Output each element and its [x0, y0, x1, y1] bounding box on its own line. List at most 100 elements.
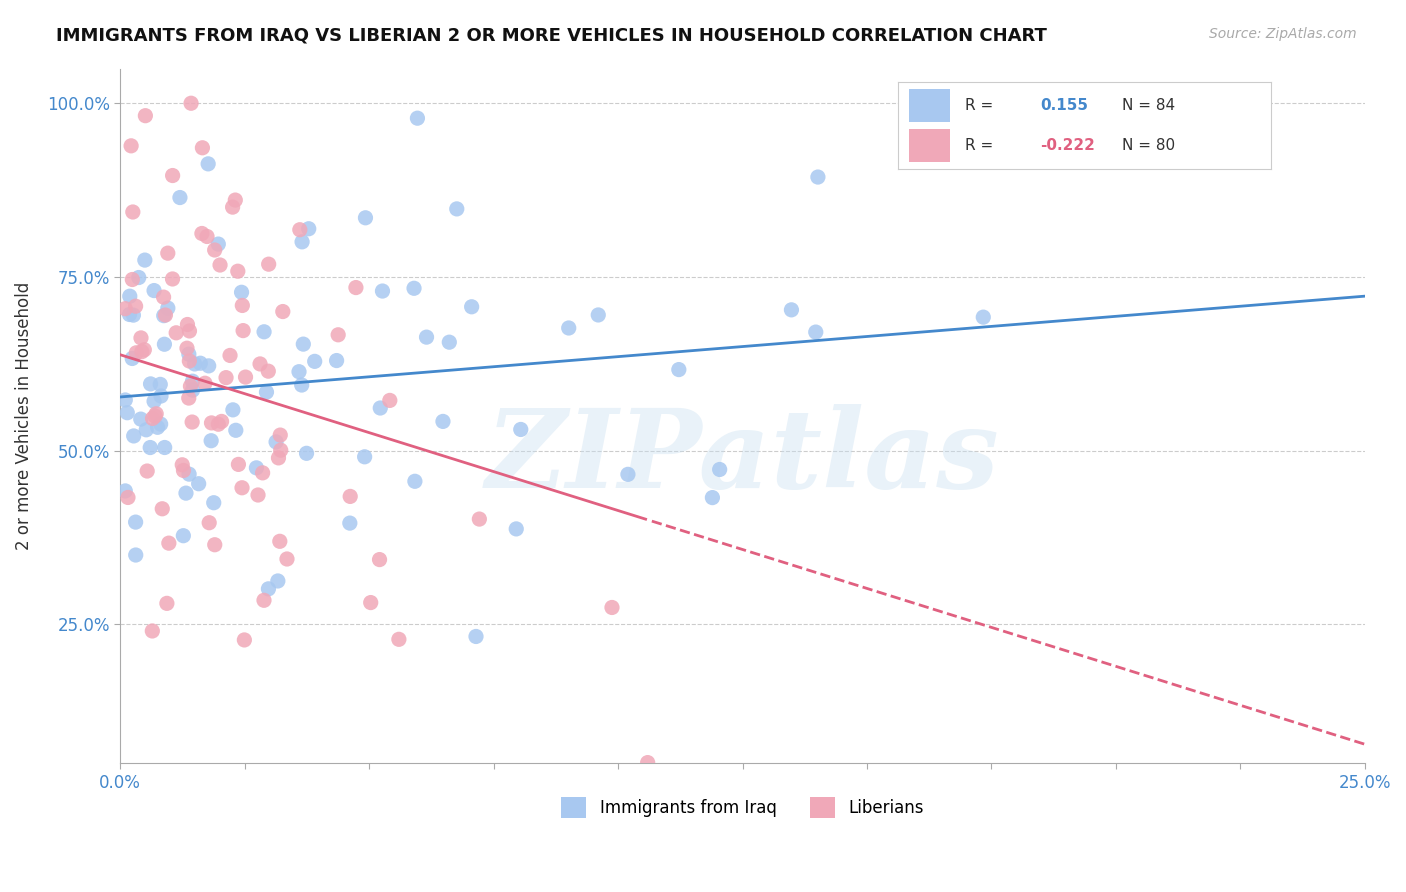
- Text: Source: ZipAtlas.com: Source: ZipAtlas.com: [1209, 27, 1357, 41]
- Point: [180, 96, 202, 111]
- Point: [121, 272, 143, 286]
- Point: [143, 409, 166, 423]
- Point: [245, 460, 267, 475]
- Point: [378, 393, 401, 408]
- Point: [191, 227, 214, 241]
- Point: [972, 310, 994, 325]
- Point: [668, 362, 690, 376]
- Point: [247, 488, 270, 502]
- Point: [702, 491, 724, 505]
- Point: [446, 202, 468, 216]
- Point: [122, 429, 145, 443]
- Point: [292, 337, 315, 351]
- Point: [215, 370, 238, 384]
- Point: [204, 243, 226, 257]
- Point: [155, 308, 177, 322]
- Point: [156, 596, 179, 610]
- Point: [128, 270, 150, 285]
- Point: [460, 300, 482, 314]
- Point: [339, 516, 361, 530]
- Point: [269, 534, 291, 549]
- Point: [141, 411, 163, 425]
- Point: [209, 258, 232, 272]
- Point: [288, 223, 311, 237]
- Point: [117, 491, 139, 505]
- Point: [187, 476, 209, 491]
- Point: [125, 345, 148, 359]
- Point: [176, 318, 198, 332]
- Point: [117, 406, 139, 420]
- Point: [188, 356, 211, 370]
- Point: [150, 501, 173, 516]
- Point: [197, 157, 219, 171]
- Point: [253, 593, 276, 607]
- Point: [139, 441, 162, 455]
- Point: [195, 229, 218, 244]
- Point: [177, 347, 200, 361]
- Point: [354, 211, 377, 225]
- Point: [152, 309, 174, 323]
- Point: [136, 464, 159, 478]
- Point: [388, 632, 411, 647]
- Point: [368, 552, 391, 566]
- Point: [267, 450, 290, 465]
- Point: [183, 357, 205, 371]
- Point: [114, 301, 136, 316]
- Point: [257, 364, 280, 378]
- Y-axis label: 2 or more Vehicles in Household: 2 or more Vehicles in Household: [15, 282, 32, 550]
- Point: [150, 389, 173, 403]
- Point: [371, 284, 394, 298]
- Point: [249, 357, 271, 371]
- Point: [134, 343, 156, 357]
- Point: [325, 353, 347, 368]
- Point: [153, 337, 176, 351]
- Text: IMMIGRANTS FROM IRAQ VS LIBERIAN 2 OR MORE VEHICLES IN HOUSEHOLD CORRELATION CHA: IMMIGRANTS FROM IRAQ VS LIBERIAN 2 OR MO…: [56, 27, 1047, 45]
- Point: [202, 496, 225, 510]
- Text: ZIPatlas: ZIPatlas: [485, 404, 1000, 511]
- Point: [219, 348, 242, 362]
- Point: [269, 428, 291, 442]
- Point: [179, 354, 201, 368]
- Point: [157, 536, 180, 550]
- Point: [637, 756, 659, 770]
- Point: [124, 515, 146, 529]
- Point: [179, 379, 201, 393]
- Point: [156, 301, 179, 315]
- Point: [271, 304, 294, 318]
- Point: [709, 462, 731, 476]
- Point: [181, 415, 204, 429]
- Point: [143, 394, 166, 409]
- Point: [600, 600, 623, 615]
- Point: [505, 522, 527, 536]
- Point: [588, 308, 610, 322]
- Point: [174, 486, 197, 500]
- Point: [141, 624, 163, 638]
- Point: [181, 374, 204, 388]
- Point: [288, 365, 311, 379]
- Point: [339, 490, 361, 504]
- Point: [179, 324, 201, 338]
- Point: [780, 302, 803, 317]
- Point: [194, 376, 217, 391]
- Point: [439, 335, 461, 350]
- Point: [226, 264, 249, 278]
- Point: [232, 324, 254, 338]
- Point: [118, 308, 141, 322]
- Point: [172, 458, 194, 472]
- Point: [156, 246, 179, 260]
- Point: [509, 422, 531, 436]
- Point: [222, 402, 245, 417]
- Point: [617, 467, 640, 482]
- Point: [149, 417, 172, 431]
- Point: [143, 284, 166, 298]
- Point: [149, 377, 172, 392]
- Point: [267, 574, 290, 588]
- Point: [404, 475, 426, 489]
- Legend: Immigrants from Iraq, Liberians: Immigrants from Iraq, Liberians: [555, 790, 931, 824]
- Point: [558, 321, 581, 335]
- Point: [468, 512, 491, 526]
- Point: [134, 109, 156, 123]
- Point: [122, 308, 145, 322]
- Point: [291, 378, 314, 392]
- Point: [152, 290, 174, 304]
